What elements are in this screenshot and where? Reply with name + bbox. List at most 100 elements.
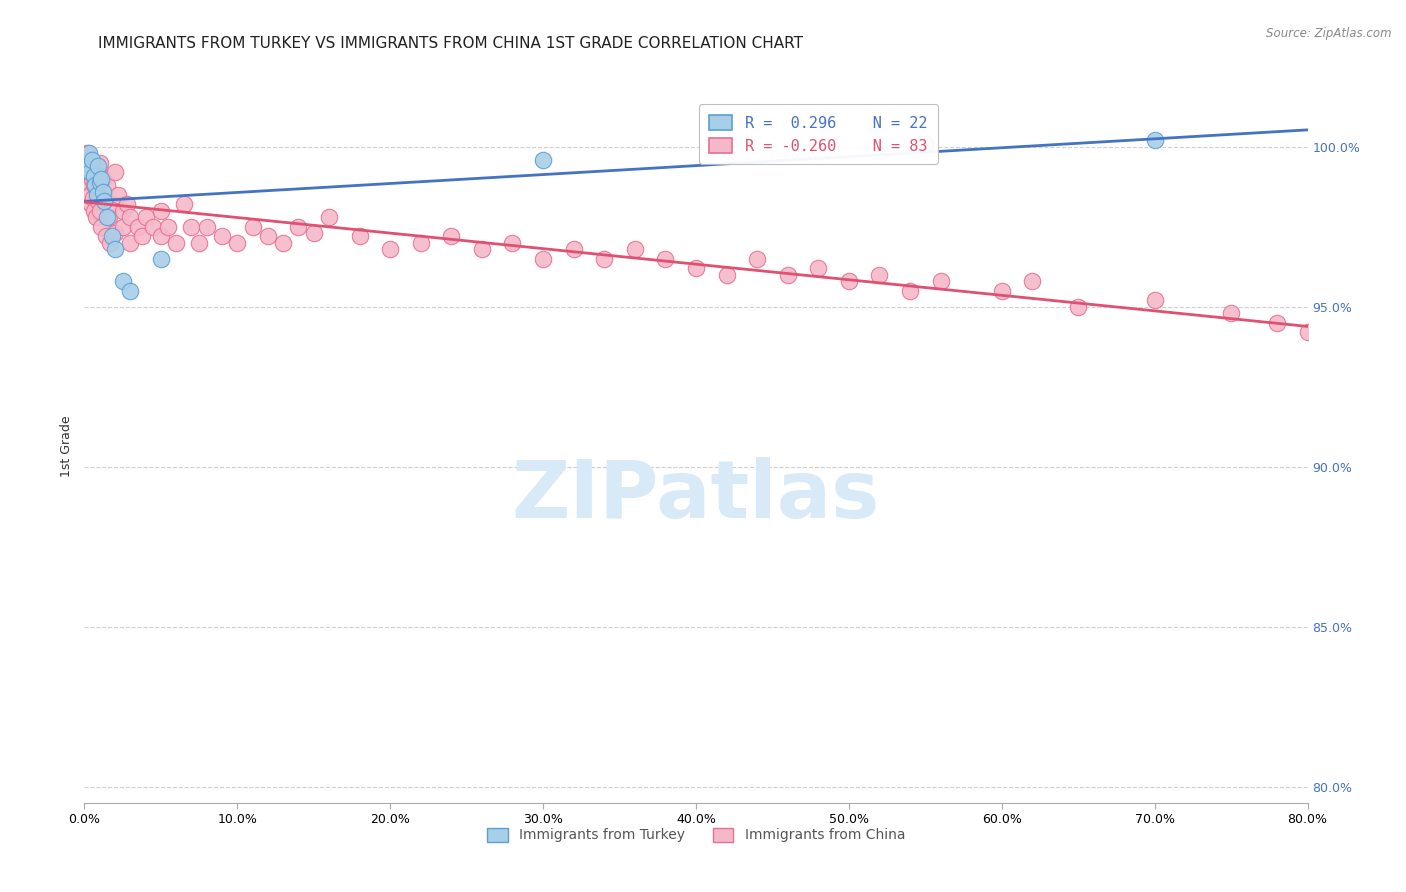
Point bbox=[807, 261, 830, 276]
Point bbox=[76, 162, 98, 177]
Point bbox=[96, 178, 118, 193]
Point bbox=[111, 219, 134, 234]
Point bbox=[104, 242, 127, 256]
Point bbox=[869, 268, 891, 282]
Point bbox=[776, 268, 799, 282]
Point bbox=[440, 229, 463, 244]
Point bbox=[75, 156, 97, 170]
Point bbox=[271, 235, 294, 250]
Point bbox=[593, 252, 616, 266]
Point bbox=[135, 210, 157, 224]
Point bbox=[1265, 316, 1288, 330]
Point bbox=[1143, 293, 1166, 308]
Point bbox=[226, 235, 249, 250]
Point bbox=[188, 235, 211, 250]
Point bbox=[90, 171, 112, 186]
Point bbox=[157, 219, 180, 234]
Point bbox=[89, 156, 111, 170]
Point bbox=[86, 187, 108, 202]
Point bbox=[149, 252, 172, 266]
Point bbox=[380, 242, 402, 256]
Point bbox=[747, 252, 769, 266]
Text: ZIPatlas: ZIPatlas bbox=[512, 457, 880, 535]
Point bbox=[1296, 326, 1319, 340]
Point bbox=[111, 274, 134, 288]
Point bbox=[83, 203, 105, 218]
Point bbox=[104, 226, 127, 240]
Point bbox=[120, 284, 142, 298]
Point bbox=[127, 219, 149, 234]
Point bbox=[82, 191, 104, 205]
Point bbox=[149, 229, 172, 244]
Point bbox=[86, 185, 108, 199]
Point bbox=[685, 261, 707, 276]
Point bbox=[84, 162, 107, 177]
Point bbox=[90, 219, 112, 234]
Y-axis label: 1st Grade: 1st Grade bbox=[60, 415, 73, 477]
Point bbox=[98, 235, 121, 250]
Text: Source: ZipAtlas.com: Source: ZipAtlas.com bbox=[1267, 27, 1392, 40]
Point bbox=[654, 252, 676, 266]
Point bbox=[502, 235, 524, 250]
Point bbox=[83, 169, 105, 183]
Point bbox=[79, 187, 101, 202]
Point bbox=[1067, 300, 1090, 314]
Point bbox=[89, 203, 111, 218]
Point bbox=[173, 197, 195, 211]
Point bbox=[120, 235, 142, 250]
Point bbox=[96, 210, 118, 224]
Point bbox=[77, 153, 100, 167]
Point bbox=[84, 210, 107, 224]
Point bbox=[87, 159, 110, 173]
Point bbox=[991, 284, 1014, 298]
Point bbox=[562, 242, 585, 256]
Point bbox=[83, 178, 105, 193]
Point bbox=[77, 146, 100, 161]
Point bbox=[79, 165, 101, 179]
Point bbox=[101, 197, 124, 211]
Point bbox=[409, 235, 432, 250]
Point bbox=[624, 242, 647, 256]
Point bbox=[1021, 274, 1043, 288]
Point bbox=[120, 210, 142, 224]
Point bbox=[471, 242, 494, 256]
Point bbox=[838, 274, 860, 288]
Point bbox=[90, 169, 112, 183]
Point bbox=[716, 268, 738, 282]
Point bbox=[97, 210, 120, 224]
Point bbox=[91, 171, 114, 186]
Point bbox=[211, 229, 233, 244]
Text: IMMIGRANTS FROM TURKEY VS IMMIGRANTS FROM CHINA 1ST GRADE CORRELATION CHART: IMMIGRANTS FROM TURKEY VS IMMIGRANTS FRO… bbox=[98, 36, 803, 51]
Point bbox=[87, 194, 110, 209]
Point bbox=[75, 156, 97, 170]
Point bbox=[1220, 306, 1243, 320]
Point bbox=[287, 219, 309, 234]
Point bbox=[929, 274, 952, 288]
Point bbox=[165, 235, 187, 250]
Point bbox=[349, 229, 371, 244]
Point bbox=[531, 252, 554, 266]
Point bbox=[79, 165, 101, 179]
Point bbox=[94, 229, 117, 244]
Point bbox=[531, 153, 554, 167]
Point bbox=[131, 229, 153, 244]
Point bbox=[107, 187, 129, 202]
Point bbox=[91, 185, 114, 199]
Point bbox=[76, 146, 98, 161]
Point bbox=[115, 197, 138, 211]
Point bbox=[93, 187, 115, 202]
Point bbox=[104, 165, 127, 179]
Point bbox=[898, 284, 921, 298]
Point bbox=[180, 219, 202, 234]
Point bbox=[242, 219, 264, 234]
Point bbox=[111, 203, 134, 218]
Legend: Immigrants from Turkey, Immigrants from China: Immigrants from Turkey, Immigrants from … bbox=[479, 821, 912, 849]
Point bbox=[914, 136, 936, 151]
Point bbox=[101, 229, 124, 244]
Point bbox=[77, 175, 100, 189]
Point bbox=[257, 229, 280, 244]
Point bbox=[142, 219, 165, 234]
Point bbox=[84, 178, 107, 193]
Point bbox=[1143, 133, 1166, 147]
Point bbox=[195, 219, 218, 234]
